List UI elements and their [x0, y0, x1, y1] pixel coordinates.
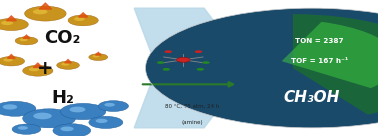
Polygon shape	[134, 8, 249, 128]
Circle shape	[1, 21, 13, 25]
Polygon shape	[7, 55, 15, 58]
Circle shape	[33, 113, 52, 119]
Polygon shape	[79, 13, 88, 17]
Circle shape	[23, 65, 53, 76]
Circle shape	[70, 107, 85, 112]
Circle shape	[146, 8, 378, 128]
Text: CH₃OH: CH₃OH	[284, 90, 340, 105]
Circle shape	[18, 126, 28, 130]
Circle shape	[53, 124, 91, 136]
Text: CO₂: CO₂	[44, 29, 81, 47]
Circle shape	[3, 58, 13, 62]
Circle shape	[3, 104, 17, 110]
Polygon shape	[23, 35, 30, 38]
Polygon shape	[33, 63, 42, 67]
Circle shape	[29, 67, 39, 71]
Circle shape	[0, 18, 28, 31]
Circle shape	[89, 54, 108, 61]
Circle shape	[0, 56, 25, 66]
Circle shape	[0, 101, 36, 116]
Circle shape	[33, 9, 48, 14]
Circle shape	[60, 103, 106, 120]
Circle shape	[177, 57, 190, 62]
Wedge shape	[293, 14, 378, 115]
Circle shape	[104, 103, 115, 107]
Circle shape	[163, 68, 170, 71]
Circle shape	[195, 50, 202, 53]
Text: TON = 2387: TON = 2387	[295, 38, 344, 44]
Circle shape	[60, 126, 74, 131]
Circle shape	[15, 37, 38, 45]
Circle shape	[25, 6, 66, 21]
Polygon shape	[95, 52, 101, 55]
Text: H₂: H₂	[51, 89, 74, 107]
Circle shape	[89, 116, 123, 129]
Circle shape	[157, 61, 164, 64]
Text: TOF = 167 h⁻¹: TOF = 167 h⁻¹	[291, 58, 348, 64]
Circle shape	[96, 119, 108, 123]
Circle shape	[202, 61, 210, 64]
Circle shape	[98, 101, 129, 112]
Circle shape	[74, 17, 85, 21]
Polygon shape	[65, 60, 71, 63]
Circle shape	[23, 109, 76, 128]
Circle shape	[12, 124, 41, 134]
Circle shape	[68, 15, 98, 26]
Wedge shape	[282, 22, 378, 88]
Text: (amine): (amine)	[181, 120, 203, 125]
Circle shape	[164, 50, 172, 53]
Circle shape	[57, 61, 79, 69]
Polygon shape	[6, 16, 16, 21]
Text: +: +	[37, 58, 54, 78]
Text: 80 °C, 75 atm, 24 h: 80 °C, 75 atm, 24 h	[165, 104, 219, 109]
Circle shape	[197, 68, 204, 71]
Circle shape	[61, 63, 69, 66]
Polygon shape	[39, 3, 51, 9]
Circle shape	[93, 55, 99, 58]
Circle shape	[20, 38, 28, 41]
